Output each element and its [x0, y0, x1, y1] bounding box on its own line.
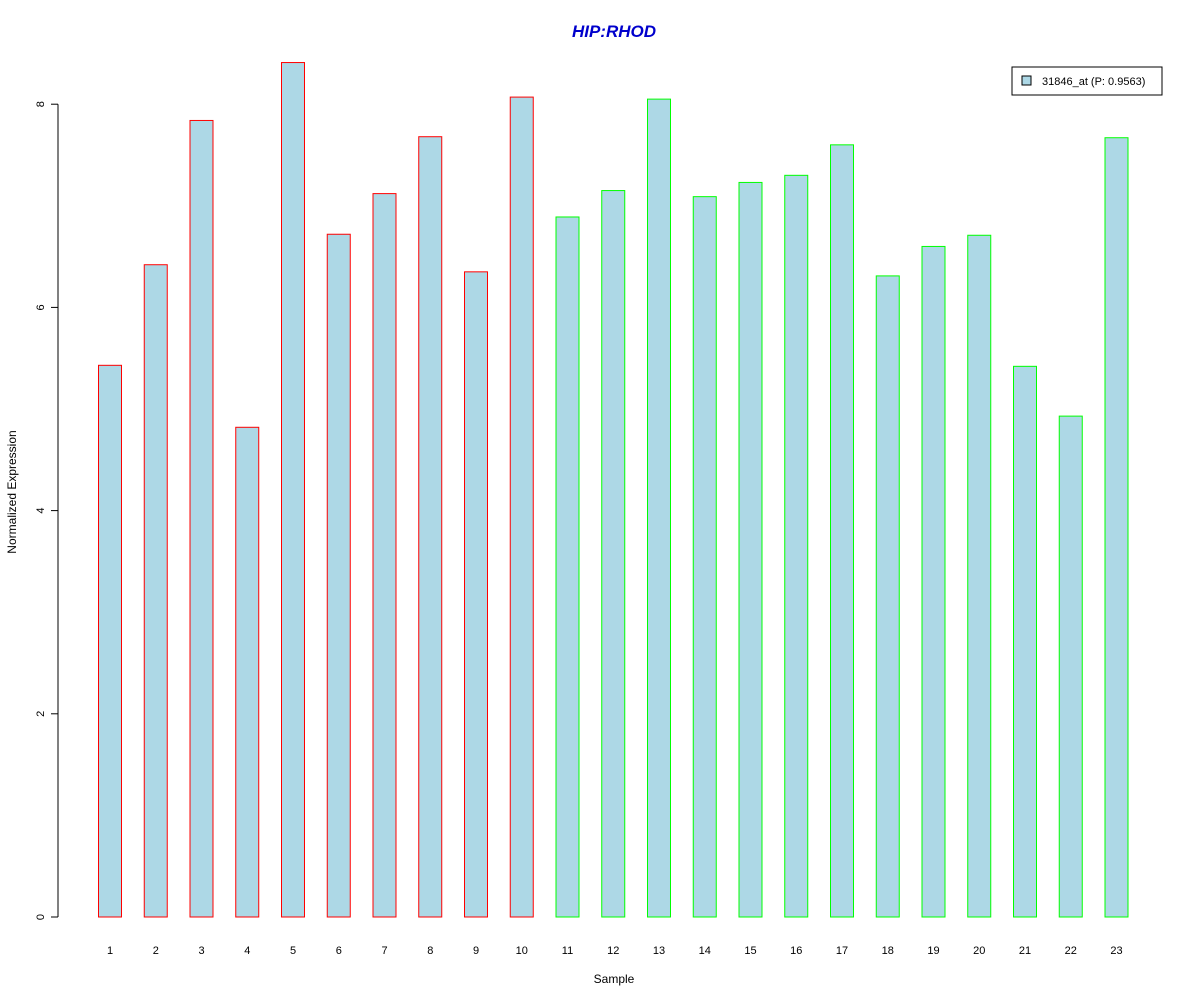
x-tick-label: 4 — [244, 945, 250, 957]
bar-sample-17 — [830, 144, 854, 918]
x-tick-label: 3 — [198, 945, 204, 957]
bar-sample-16 — [784, 174, 809, 918]
y-axis: 0 2 4 6 8 — [35, 101, 59, 920]
x-tick-label: 19 — [927, 945, 939, 957]
bar-sample-2 — [143, 264, 168, 918]
legend-swatch — [1021, 75, 1032, 86]
x-tick-label: 8 — [427, 945, 433, 957]
bar-sample-13 — [647, 98, 671, 918]
x-axis-title: Sample — [594, 972, 635, 986]
bars-group — [98, 62, 1129, 918]
y-tick-label: 4 — [35, 508, 47, 514]
y-tick-label: 6 — [35, 304, 47, 310]
legend-box — [1011, 66, 1163, 96]
bar-sample-18 — [875, 275, 900, 918]
x-tick-label: 15 — [744, 945, 756, 957]
bar-sample-21 — [1013, 365, 1037, 918]
x-tick-label: 1 — [107, 945, 113, 957]
x-tick-label: 17 — [836, 945, 848, 957]
x-tick-label: 14 — [699, 945, 711, 957]
bar-sample-14 — [692, 196, 717, 918]
bar-sample-15 — [738, 181, 763, 918]
bar-sample-3 — [189, 119, 214, 918]
bar-sample-11 — [555, 216, 580, 918]
x-tick-label: 13 — [653, 945, 665, 957]
x-tick-label: 16 — [790, 945, 802, 957]
bar-sample-19 — [921, 245, 946, 918]
y-tick-label: 8 — [35, 101, 47, 107]
x-tick-label: 18 — [882, 945, 894, 957]
x-tick-label: 9 — [473, 945, 479, 957]
bar-sample-10 — [509, 96, 534, 918]
y-tick-label: 0 — [35, 914, 47, 920]
x-tick-label: 12 — [607, 945, 619, 957]
bar-sample-12 — [601, 190, 626, 918]
y-tick-label: 2 — [35, 711, 47, 717]
x-tick-label: 7 — [381, 945, 387, 957]
x-tick-label: 21 — [1019, 945, 1031, 957]
bar-sample-9 — [464, 271, 488, 918]
bar-sample-4 — [235, 426, 260, 918]
x-tick-label: 5 — [290, 945, 296, 957]
y-axis-title: Normalized Expression — [5, 430, 19, 553]
bar-sample-20 — [967, 234, 992, 918]
chart-title: HIP:RHOD — [572, 22, 656, 41]
x-tick-label: 23 — [1110, 945, 1122, 957]
bar-sample-5 — [281, 62, 305, 918]
legend: 31846_at (P: 0.9563) — [1011, 66, 1163, 96]
bar-sample-8 — [418, 136, 443, 918]
legend-label: 31846_at (P: 0.9563) — [1042, 76, 1145, 88]
x-tick-label: 10 — [516, 945, 528, 957]
x-tick-label: 11 — [562, 945, 573, 957]
x-tick-label: 20 — [973, 945, 985, 957]
x-tick-labels: 1 2 3 4 5 6 7 8 9 10 11 12 13 14 15 16 17 18 19 20 21 22 23 — [107, 945, 1123, 957]
x-tick-label: 6 — [336, 945, 342, 957]
x-tick-label: 22 — [1065, 945, 1077, 957]
bar-sample-7 — [372, 193, 397, 918]
bar-sample-23 — [1104, 137, 1129, 918]
bar-sample-1 — [98, 364, 122, 918]
x-tick-label: 2 — [153, 945, 159, 957]
bar-sample-6 — [326, 233, 351, 918]
bar-sample-22 — [1058, 415, 1083, 918]
